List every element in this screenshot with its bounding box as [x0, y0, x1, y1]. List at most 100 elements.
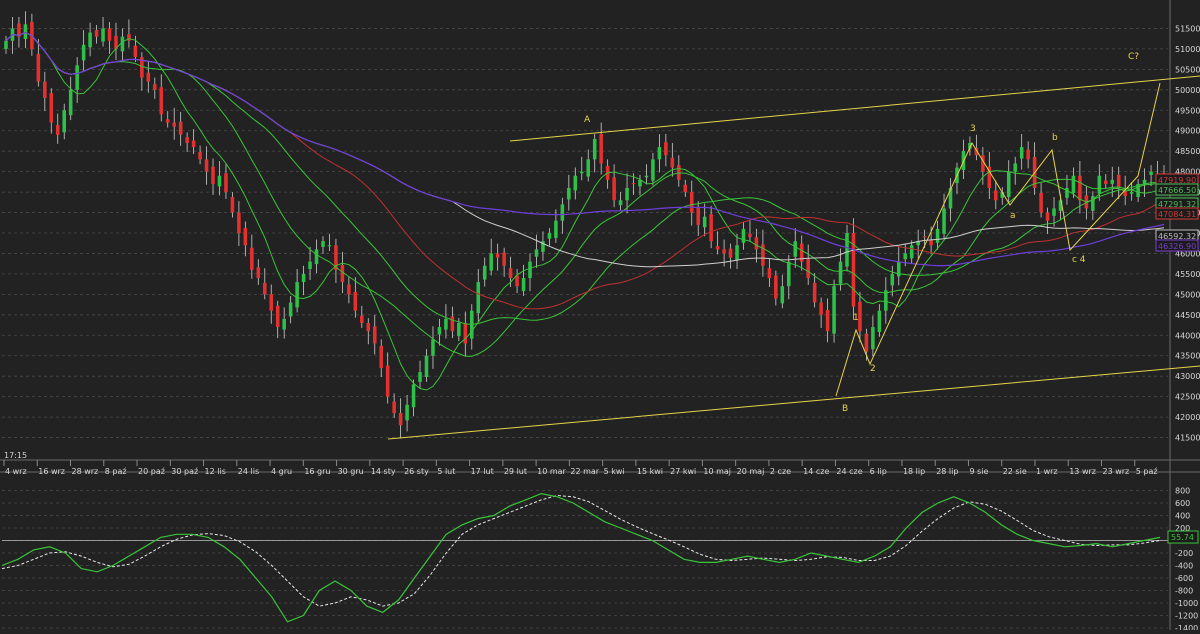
candle-body: [398, 413, 403, 426]
price-tick-label: 43500: [1175, 352, 1200, 361]
candle-body: [347, 284, 351, 295]
candle-body: [560, 204, 565, 221]
candle-body: [327, 245, 332, 247]
candle-body: [871, 327, 875, 350]
candle-body: [929, 239, 933, 246]
time-tick-label: 2 cze: [770, 467, 791, 476]
candle-body: [114, 35, 118, 49]
price-tick-label: 51000: [1175, 45, 1200, 54]
price-tag-text: 47666.50: [1158, 186, 1196, 195]
candle-body: [275, 305, 280, 328]
candle-body: [101, 28, 105, 42]
candle-body: [1123, 190, 1127, 197]
candle-body: [444, 318, 448, 330]
time-tick-label: 6 lip: [870, 467, 887, 476]
osc-tick-label: 800: [1175, 487, 1190, 496]
price-tick-label: 44500: [1175, 311, 1200, 320]
price-tick-label: 46000: [1175, 249, 1200, 258]
candle-body: [476, 282, 481, 314]
candle-body: [968, 143, 972, 149]
candle-body: [1136, 183, 1140, 197]
candle-body: [618, 200, 623, 206]
candle-body: [592, 138, 597, 160]
candle-body: [987, 166, 992, 188]
candle-body: [974, 147, 979, 156]
candle-body: [295, 282, 299, 308]
wave-label: 3: [970, 124, 976, 134]
candle-body: [994, 190, 998, 201]
candle-body: [541, 241, 545, 252]
price-tick-label: 49500: [1175, 106, 1200, 115]
candle-body: [1078, 175, 1082, 201]
time-tick-label: 30 paź: [171, 467, 198, 476]
oscillator-layer: [1, 492, 1161, 623]
candle-body: [1149, 171, 1153, 175]
candle-body: [1013, 163, 1017, 172]
candle-body: [256, 267, 261, 278]
candle-body: [715, 246, 720, 250]
candle-body: [677, 165, 681, 180]
candle-body: [159, 87, 164, 115]
candle-body: [916, 241, 920, 246]
candle-body: [191, 140, 196, 148]
wave-label: c 4: [1072, 255, 1086, 265]
candle-body: [450, 316, 455, 332]
upper-trendline: [509, 75, 1200, 142]
time-tick-label: 5 paź: [1136, 467, 1158, 476]
candles-layer: [4, 11, 1166, 439]
time-tick-label: 28 wrz: [72, 467, 99, 476]
time-tick-label: 10 mar: [537, 467, 566, 476]
candle-body: [728, 248, 733, 258]
candle-body: [586, 159, 591, 177]
candle-body: [94, 30, 99, 37]
time-tick-label: 22 sie: [1003, 467, 1027, 476]
price-tick-label: 49000: [1175, 127, 1200, 136]
candle-body: [890, 273, 895, 286]
time-tick-label: 10 maj: [703, 467, 731, 476]
candle-body: [217, 175, 222, 187]
candle-body: [534, 249, 539, 257]
candle-body: [23, 24, 28, 40]
candle-body: [521, 278, 526, 292]
candle-body: [17, 23, 21, 37]
candle-body: [761, 244, 765, 266]
candle-body: [334, 245, 338, 270]
time-tick-label: 26 sty: [404, 467, 429, 476]
candle-body: [178, 121, 183, 135]
price-tick-label: 42500: [1175, 393, 1200, 402]
price-tick-label: 51500: [1175, 24, 1200, 33]
ma-purple-line: [5, 31, 1165, 267]
osc-tick-label: -600: [1175, 574, 1193, 583]
candle-body: [780, 286, 785, 304]
candle-body: [1019, 147, 1024, 159]
candle-body: [288, 302, 293, 317]
price-axis: 41500 42000 42500 43000 43500 44000 44500 45000…: [1175, 24, 1200, 633]
candle-body: [702, 216, 707, 228]
oscillator-grid: [2, 490, 1168, 629]
candle-body: [909, 245, 914, 259]
candle-body: [825, 309, 830, 332]
candle-body: [515, 275, 519, 287]
candle-body: [1142, 179, 1147, 184]
osc-tick-label: -1200: [1175, 612, 1198, 621]
osc-value-text: 55.74: [1171, 533, 1194, 542]
time-label: 17:15: [4, 451, 27, 460]
osc-tick-label: -1400: [1175, 624, 1198, 630]
candle-body: [1103, 180, 1108, 184]
candle-body: [644, 175, 649, 178]
wave-label: a: [1010, 211, 1016, 221]
candle-body: [754, 237, 759, 250]
time-tick-label: 8 paź: [105, 467, 127, 476]
wave-label: B: [842, 404, 848, 414]
ma-fast-line: [5, 31, 1165, 391]
candle-body: [657, 147, 662, 160]
candle-body: [896, 261, 901, 277]
candle-body: [1026, 149, 1030, 160]
time-tick-label: 28 lip: [936, 467, 958, 476]
candle-body: [308, 261, 312, 269]
candle-body: [670, 157, 675, 168]
candle-body: [4, 40, 8, 49]
